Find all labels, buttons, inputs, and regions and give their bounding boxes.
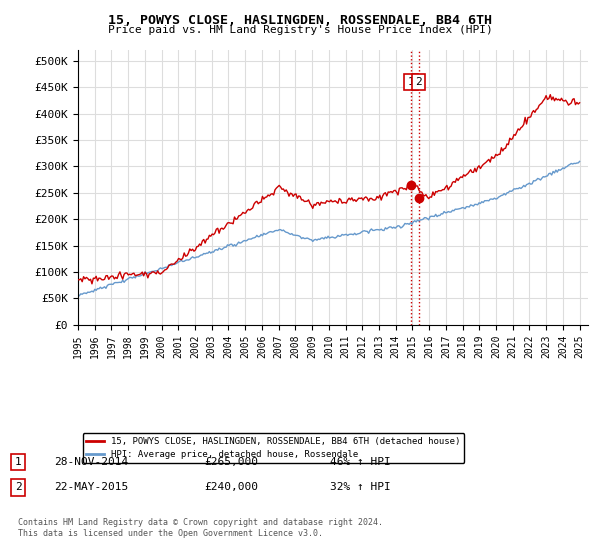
Text: 15, POWYS CLOSE, HASLINGDEN, ROSSENDALE, BB4 6TH: 15, POWYS CLOSE, HASLINGDEN, ROSSENDALE,… [108, 14, 492, 27]
Legend: 15, POWYS CLOSE, HASLINGDEN, ROSSENDALE, BB4 6TH (detached house), HPI: Average : 15, POWYS CLOSE, HASLINGDEN, ROSSENDALE,… [83, 433, 464, 463]
Text: 46% ↑ HPI: 46% ↑ HPI [330, 457, 391, 467]
Text: 2: 2 [415, 77, 422, 87]
Text: 1: 1 [14, 457, 22, 467]
Text: Contains HM Land Registry data © Crown copyright and database right 2024.
This d: Contains HM Land Registry data © Crown c… [18, 518, 383, 538]
Text: 1: 1 [407, 77, 414, 87]
Text: 2: 2 [14, 482, 22, 492]
Text: £240,000: £240,000 [204, 482, 258, 492]
Text: £265,000: £265,000 [204, 457, 258, 467]
Text: 32% ↑ HPI: 32% ↑ HPI [330, 482, 391, 492]
Text: 28-NOV-2014: 28-NOV-2014 [54, 457, 128, 467]
Text: 22-MAY-2015: 22-MAY-2015 [54, 482, 128, 492]
Text: Price paid vs. HM Land Registry's House Price Index (HPI): Price paid vs. HM Land Registry's House … [107, 25, 493, 35]
